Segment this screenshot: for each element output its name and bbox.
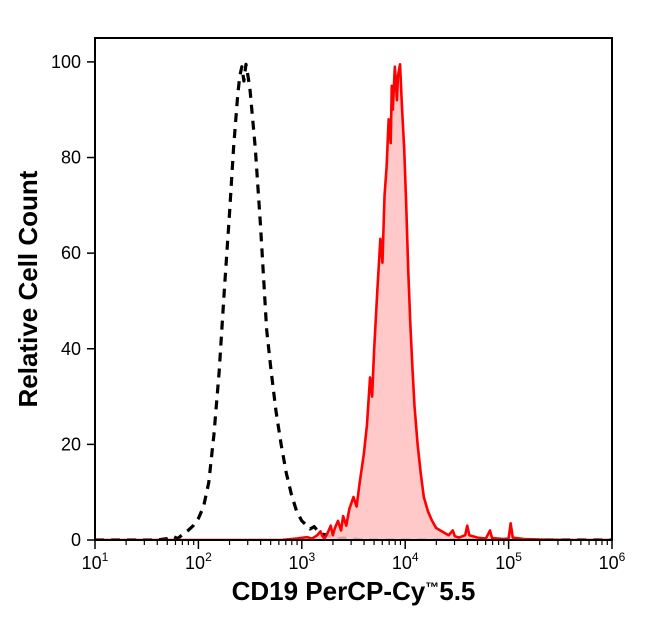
- flow-histogram-svg: 020406080100Relative Cell Count101102103…: [0, 0, 646, 641]
- y-tick-label: 20: [61, 434, 81, 454]
- y-tick-label: 60: [61, 243, 81, 263]
- x-axis-title: CD19 PerCP-Cy™5.5: [232, 576, 476, 606]
- y-axis-title: Relative Cell Count: [13, 170, 43, 407]
- y-tick-label: 0: [71, 530, 81, 550]
- chart-bg: [0, 0, 646, 641]
- chart-container: 020406080100Relative Cell Count101102103…: [0, 0, 646, 641]
- y-tick-label: 40: [61, 339, 81, 359]
- y-tick-label: 80: [61, 148, 81, 168]
- y-tick-label: 100: [51, 52, 81, 72]
